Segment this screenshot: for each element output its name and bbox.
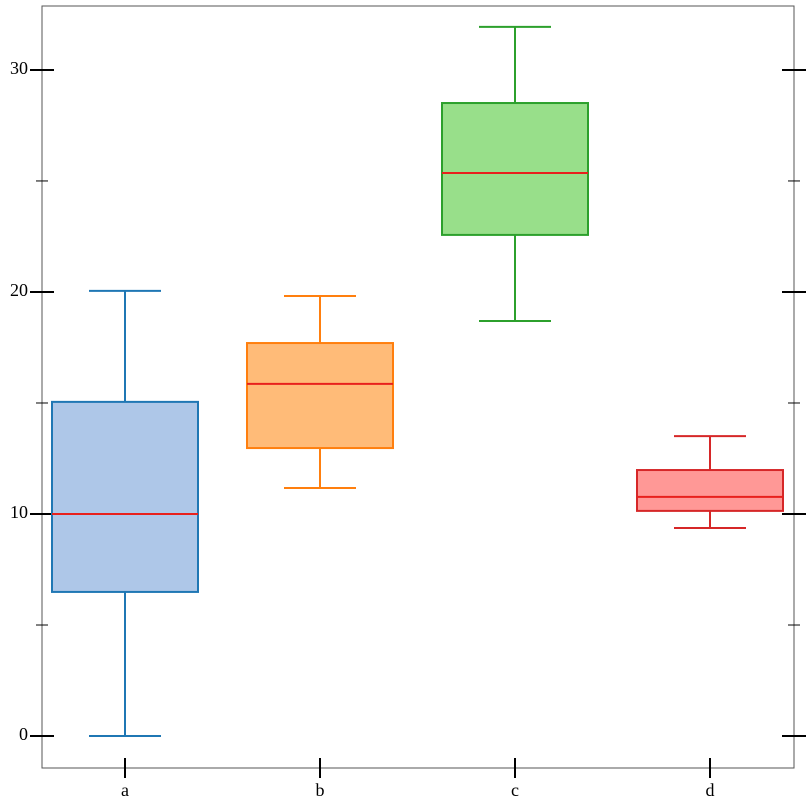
plot-frame — [41, 5, 795, 769]
y-tick-label: 30 — [10, 58, 28, 78]
y-tick-label: 10 — [10, 502, 28, 522]
box — [441, 102, 589, 236]
x-tick-label: a — [121, 780, 129, 800]
box — [636, 469, 784, 512]
x-tick-label: d — [706, 780, 715, 800]
x-tick-label: c — [511, 780, 519, 800]
box — [246, 342, 394, 450]
box — [51, 400, 199, 593]
x-tick-label: b — [316, 780, 325, 800]
y-tick-label: 20 — [10, 280, 28, 300]
y-tick-label: 0 — [19, 724, 28, 744]
